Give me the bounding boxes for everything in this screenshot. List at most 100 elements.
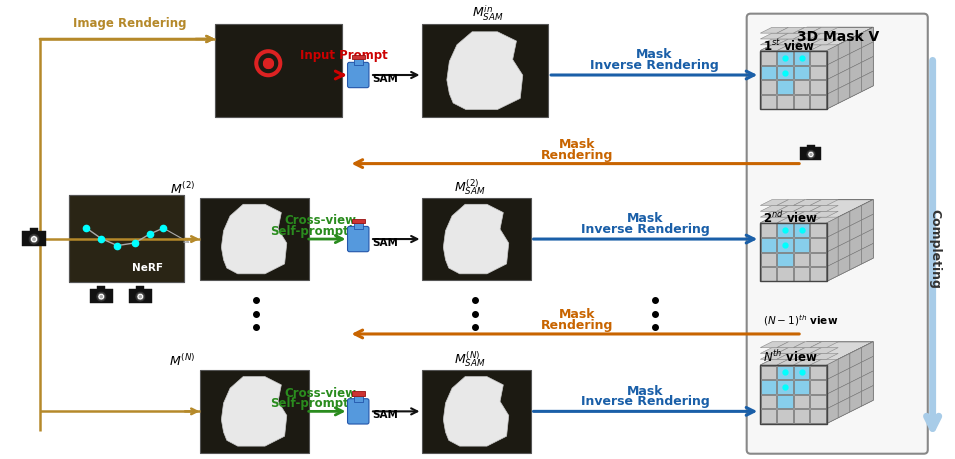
Bar <box>761 395 776 409</box>
Bar <box>811 381 826 394</box>
Polygon shape <box>776 212 805 218</box>
Polygon shape <box>443 205 509 274</box>
Bar <box>807 146 815 148</box>
Bar <box>421 25 548 118</box>
Polygon shape <box>861 386 873 406</box>
Polygon shape <box>838 354 850 374</box>
Bar <box>811 268 826 281</box>
Bar <box>794 381 810 394</box>
Text: Mask: Mask <box>627 212 664 225</box>
Polygon shape <box>794 46 821 51</box>
Polygon shape <box>826 342 873 424</box>
Bar <box>794 268 810 281</box>
FancyBboxPatch shape <box>747 15 927 454</box>
Polygon shape <box>861 230 873 250</box>
Polygon shape <box>443 377 509 446</box>
Bar <box>811 67 826 80</box>
Polygon shape <box>850 78 861 98</box>
Bar <box>777 366 793 380</box>
Polygon shape <box>760 28 789 34</box>
Circle shape <box>99 295 103 299</box>
Text: SAM: SAM <box>371 237 397 247</box>
Bar <box>129 290 152 303</box>
Polygon shape <box>760 34 789 40</box>
Bar <box>421 370 531 453</box>
Polygon shape <box>861 43 873 63</box>
Polygon shape <box>776 40 805 46</box>
Text: NeRF: NeRF <box>133 262 163 272</box>
Polygon shape <box>760 28 873 51</box>
Polygon shape <box>810 359 838 365</box>
Polygon shape <box>760 218 789 224</box>
Polygon shape <box>838 256 850 276</box>
Polygon shape <box>794 218 821 224</box>
Polygon shape <box>776 359 805 365</box>
Bar <box>800 148 821 161</box>
Bar <box>777 96 793 109</box>
Bar <box>761 224 776 238</box>
Bar <box>761 239 776 252</box>
Polygon shape <box>760 342 789 348</box>
Bar <box>777 253 793 267</box>
Polygon shape <box>810 28 838 34</box>
Bar <box>777 81 793 95</box>
Polygon shape <box>222 205 286 274</box>
Text: $M_{SAM}^{(2)}$: $M_{SAM}^{(2)}$ <box>455 177 486 196</box>
FancyBboxPatch shape <box>348 63 369 89</box>
Bar <box>761 67 776 80</box>
Circle shape <box>138 295 142 299</box>
Bar <box>761 381 776 394</box>
Polygon shape <box>826 389 838 409</box>
Bar <box>761 409 776 423</box>
Text: Inverse Rendering: Inverse Rendering <box>581 223 710 235</box>
Text: $M^{(2)}$: $M^{(2)}$ <box>170 180 196 196</box>
Text: $M^{(N)}$: $M^{(N)}$ <box>169 353 196 368</box>
Polygon shape <box>776 342 805 348</box>
Bar <box>761 81 776 95</box>
Polygon shape <box>810 218 838 224</box>
Polygon shape <box>776 354 805 359</box>
Polygon shape <box>838 397 850 418</box>
Bar <box>777 381 793 394</box>
Bar <box>215 25 342 118</box>
Polygon shape <box>222 377 286 446</box>
Text: $(N-1)^{th}$ view: $(N-1)^{th}$ view <box>763 312 838 327</box>
Bar <box>794 81 810 95</box>
Polygon shape <box>838 383 850 403</box>
Bar <box>421 198 531 281</box>
Polygon shape <box>838 84 850 104</box>
Polygon shape <box>826 261 838 282</box>
Polygon shape <box>826 232 838 252</box>
Text: Input Prompt: Input Prompt <box>300 49 388 62</box>
Bar <box>760 224 826 282</box>
Bar <box>90 290 113 303</box>
Circle shape <box>137 294 143 300</box>
Polygon shape <box>776 206 805 212</box>
Polygon shape <box>861 244 873 264</box>
Text: 2$^{nd}$ view: 2$^{nd}$ view <box>763 210 818 226</box>
Polygon shape <box>794 348 821 354</box>
Polygon shape <box>850 34 861 55</box>
Bar <box>351 56 365 60</box>
Bar <box>811 366 826 380</box>
Polygon shape <box>810 40 838 46</box>
Polygon shape <box>826 359 838 380</box>
FancyBboxPatch shape <box>348 227 369 252</box>
Polygon shape <box>861 28 873 49</box>
Polygon shape <box>861 371 873 392</box>
Polygon shape <box>850 235 861 256</box>
Bar <box>794 239 810 252</box>
Polygon shape <box>810 348 838 354</box>
Text: SAM: SAM <box>371 74 397 84</box>
Bar <box>30 229 38 231</box>
Bar <box>69 196 184 283</box>
Polygon shape <box>826 247 838 267</box>
Polygon shape <box>826 403 838 424</box>
Polygon shape <box>810 212 838 218</box>
Polygon shape <box>760 359 789 365</box>
Bar <box>354 59 363 66</box>
Bar <box>794 67 810 80</box>
Text: $N^{th}$ view: $N^{th}$ view <box>763 349 817 365</box>
Bar <box>794 366 810 380</box>
Polygon shape <box>776 28 805 34</box>
